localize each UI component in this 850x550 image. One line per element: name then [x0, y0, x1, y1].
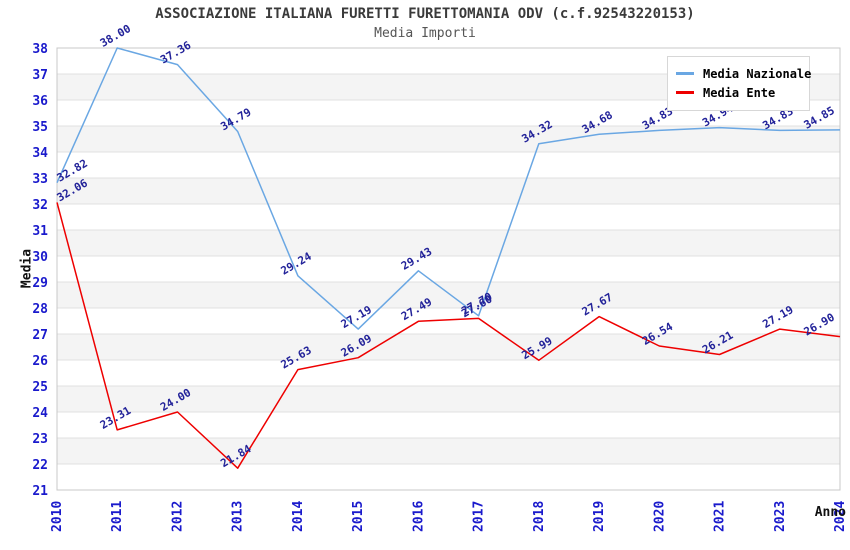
plot-band	[57, 178, 840, 204]
y-tick-label: 33	[32, 172, 48, 187]
y-tick-label: 22	[32, 458, 48, 473]
x-tick-label: 2010	[50, 501, 65, 532]
x-tick-label: 2021	[713, 501, 728, 532]
legend-label: Media Nazionale	[703, 66, 812, 81]
y-tick-label: 36	[32, 94, 48, 109]
line-sample-icon	[676, 72, 694, 75]
plot-band	[57, 386, 840, 412]
plot-band	[57, 438, 840, 464]
series-line-media-ente	[56, 202, 841, 469]
data-label: 38.00	[98, 22, 133, 50]
chart-legend: Media Nazionale Media Ente	[667, 56, 811, 111]
y-tick-label: 29	[32, 276, 48, 291]
plot-border	[56, 47, 841, 491]
legend-item-media-ente: Media Ente	[676, 83, 801, 102]
x-tick-label: 2016	[411, 501, 426, 532]
legend-label: Media Ente	[703, 85, 776, 100]
y-axis-title: Media	[19, 248, 35, 289]
x-tick-label: 2019	[592, 501, 607, 532]
y-tick-label: 21	[32, 484, 48, 499]
plot-band	[57, 334, 840, 360]
plot-band	[57, 282, 840, 308]
x-tick-label: 2014	[291, 501, 306, 532]
x-tick-label: 2020	[652, 501, 667, 532]
y-tick-label: 34	[32, 146, 48, 161]
x-tick-label: 2015	[351, 501, 366, 532]
x-tick-label: 2017	[472, 501, 487, 532]
data-label: 37.36	[158, 39, 194, 67]
y-tick-label: 26	[32, 354, 48, 369]
y-tick-label: 27	[32, 328, 48, 343]
x-tick-label: 2012	[170, 501, 185, 532]
x-tick-label: 2024	[833, 501, 848, 532]
x-tick-label: 2018	[532, 501, 547, 532]
legend-item-media-nazionale: Media Nazionale	[676, 64, 811, 83]
y-tick-label: 35	[32, 120, 48, 135]
y-tick-label: 37	[32, 68, 48, 83]
x-tick-label: 2023	[773, 501, 788, 532]
chart-title: ASSOCIAZIONE ITALIANA FURETTI FURETTOMAN…	[155, 6, 695, 22]
chart-subtitle: Media Importi	[374, 26, 476, 41]
x-tick-label: 2013	[231, 501, 246, 532]
x-tick-label: 2011	[110, 501, 125, 532]
y-tick-label: 28	[32, 302, 48, 317]
y-tick-label: 30	[32, 250, 48, 265]
series-line-media-nazionale	[56, 47, 841, 330]
line-sample-icon	[676, 91, 694, 94]
y-tick-label: 23	[32, 432, 48, 447]
y-tick-label: 38	[32, 42, 48, 57]
plot-band	[57, 126, 840, 152]
plot-band	[57, 230, 840, 256]
y-tick-label: 24	[32, 406, 48, 421]
y-tick-label: 31	[32, 224, 48, 239]
y-tick-label: 25	[32, 380, 48, 395]
x-axis-title: Anno	[814, 505, 846, 520]
y-tick-label: 32	[32, 198, 48, 213]
